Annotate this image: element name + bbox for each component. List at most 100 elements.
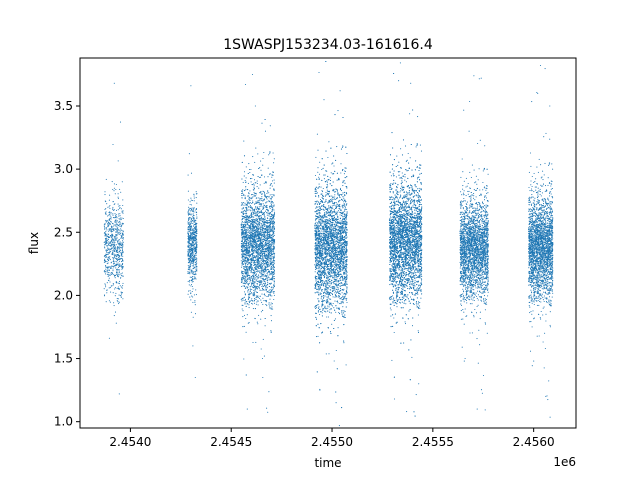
data-point xyxy=(248,269,250,271)
data-point xyxy=(264,295,266,297)
data-point xyxy=(270,330,272,332)
data-point xyxy=(193,242,195,244)
data-point xyxy=(242,242,244,244)
data-point xyxy=(107,253,109,255)
data-point xyxy=(263,279,265,281)
data-point xyxy=(122,237,124,240)
data-point xyxy=(189,231,191,233)
data-point xyxy=(113,248,115,250)
data-point xyxy=(241,191,244,193)
data-point xyxy=(117,273,119,275)
data-point xyxy=(241,246,243,248)
data-point xyxy=(252,212,254,214)
data-point xyxy=(267,226,269,228)
data-point xyxy=(246,242,249,244)
data-point xyxy=(266,228,268,231)
data-point xyxy=(190,230,192,232)
data-point xyxy=(242,273,244,275)
data-point xyxy=(262,205,264,207)
data-point xyxy=(105,212,107,215)
data-point xyxy=(247,224,249,226)
data-point xyxy=(193,197,195,199)
data-point xyxy=(188,222,190,224)
data-point xyxy=(273,282,275,284)
data-point xyxy=(251,302,253,304)
data-point xyxy=(258,248,261,250)
data-point xyxy=(253,255,255,257)
data-point xyxy=(264,196,266,198)
data-point xyxy=(191,222,193,224)
data-point xyxy=(273,228,275,230)
data-point xyxy=(245,250,247,252)
data-point xyxy=(253,284,255,287)
data-point xyxy=(245,305,247,307)
data-point xyxy=(254,298,256,300)
data-point xyxy=(109,207,111,209)
data-point xyxy=(263,191,265,193)
data-point xyxy=(263,253,266,255)
data-point xyxy=(107,247,109,249)
data-point xyxy=(189,257,191,259)
data-point xyxy=(249,217,251,219)
data-point xyxy=(118,288,120,291)
data-point xyxy=(111,234,113,236)
data-point xyxy=(121,236,123,238)
data-point xyxy=(191,259,193,261)
data-point xyxy=(271,185,273,187)
data-point xyxy=(119,285,121,287)
data-point xyxy=(190,280,192,282)
data-point xyxy=(111,265,113,267)
data-point xyxy=(269,125,271,127)
data-point xyxy=(246,264,248,266)
data-point xyxy=(251,284,253,286)
data-point xyxy=(270,220,273,222)
data-point xyxy=(192,210,194,212)
data-point xyxy=(195,220,197,222)
data-point xyxy=(259,231,261,233)
data-point xyxy=(249,220,252,222)
data-point xyxy=(245,261,247,263)
data-point xyxy=(259,215,261,217)
data-point xyxy=(188,272,190,274)
data-point xyxy=(254,229,256,232)
data-point xyxy=(190,217,192,219)
data-point xyxy=(246,250,248,252)
data-point xyxy=(259,236,261,238)
data-point xyxy=(249,256,251,258)
data-point xyxy=(247,259,249,261)
data-point xyxy=(255,274,257,277)
data-point xyxy=(257,224,259,226)
data-point xyxy=(111,250,113,252)
data-point xyxy=(260,205,262,207)
data-point xyxy=(114,213,116,215)
data-point xyxy=(195,224,197,226)
data-point xyxy=(193,294,195,296)
data-point xyxy=(271,176,273,178)
data-point xyxy=(244,225,247,227)
data-point xyxy=(258,314,260,316)
data-point xyxy=(264,210,267,212)
data-point xyxy=(106,266,108,268)
data-point xyxy=(261,289,263,292)
data-point xyxy=(107,244,109,247)
data-point xyxy=(244,261,246,263)
data-point xyxy=(255,263,257,265)
data-point xyxy=(118,260,121,262)
data-point xyxy=(195,226,197,228)
data-point xyxy=(268,305,270,307)
data-point xyxy=(273,294,275,296)
data-point xyxy=(119,207,121,210)
data-point xyxy=(253,195,255,197)
data-point xyxy=(270,197,273,199)
data-point xyxy=(266,273,268,275)
data-point xyxy=(240,224,242,226)
data-point xyxy=(109,281,111,283)
data-point xyxy=(263,214,265,216)
data-point xyxy=(269,184,271,186)
data-point xyxy=(196,251,198,253)
data-point xyxy=(241,281,243,283)
data-point xyxy=(192,218,194,220)
data-point xyxy=(247,222,249,224)
data-point xyxy=(257,221,259,223)
data-point xyxy=(245,271,247,273)
